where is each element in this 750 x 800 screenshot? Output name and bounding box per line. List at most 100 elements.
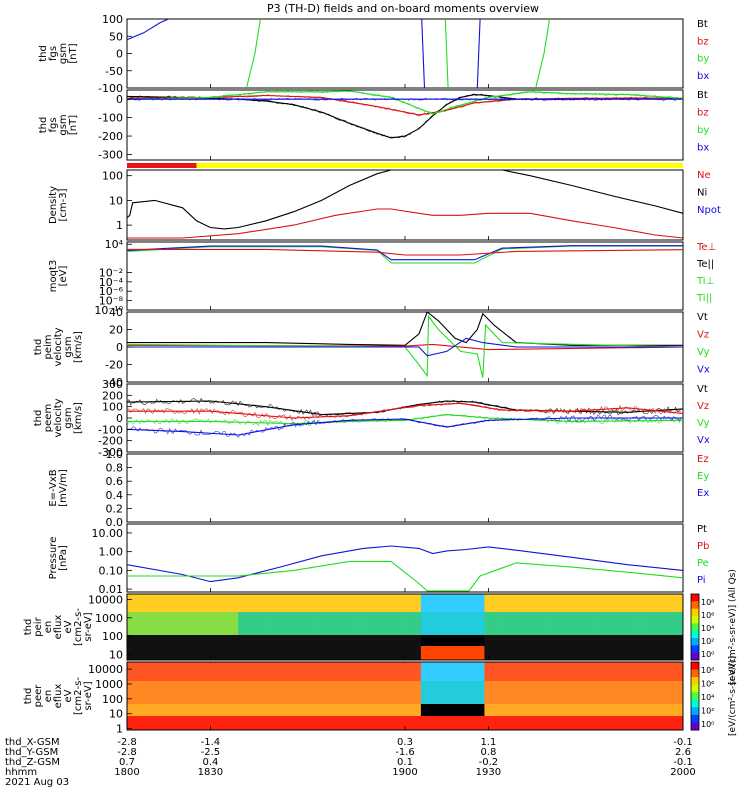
spectro-cell: [508, 704, 517, 716]
spectro-cell: [547, 662, 557, 681]
spectro-cell: [603, 704, 613, 716]
spectro-cell: [158, 612, 168, 635]
spectro-cell: [333, 716, 342, 730]
spectro-cell: [206, 681, 215, 704]
colorbar-tick-label: 10⁶: [701, 680, 714, 689]
colorbar-tick-label: 10²: [701, 707, 714, 716]
series-Te||: [126, 245, 683, 261]
spectro-cell: [428, 635, 438, 646]
panel-fgs: 100 50 0 -50 -100 thd fgs gsm [nT] Bt bz by bx: [38, 13, 709, 95]
spectro-cell: [381, 612, 390, 635]
spectro-cell: [166, 635, 176, 646]
spectro-cell: [619, 716, 628, 730]
spectro-cell: [635, 646, 644, 660]
spectro-cell: [166, 662, 176, 681]
colorbar-tick-label: 10⁴: [701, 624, 714, 633]
series-Pi: [126, 545, 684, 583]
y-axis-label: [nT]: [68, 43, 79, 63]
spectro-cell: [158, 662, 168, 681]
spectro-cell: [301, 662, 311, 681]
spectro-cell: [349, 646, 358, 660]
spectro-cell: [198, 704, 207, 716]
spectro-cell: [436, 662, 446, 681]
spectro-cell: [500, 716, 509, 730]
y-axis-label: thd: [38, 45, 49, 62]
spectro-cell: [262, 646, 271, 660]
spectro-cell: [269, 716, 279, 730]
spectro-cell: [174, 635, 184, 646]
spectro-cell: [571, 716, 581, 730]
y-axis-label: peem: [43, 404, 54, 432]
spectro-cell: [285, 681, 295, 704]
x-row-label: thd_Z-GSM: [5, 757, 60, 768]
y-axis-label: sr-eV]: [83, 612, 94, 641]
x-axis-labels: thd_X-GSM -2.8 -1.4 0.3 1.1 -0.1 thd_Y-GSM -2.8…: [5, 737, 696, 788]
spectro-cell: [262, 662, 271, 681]
spectro-cell: [651, 716, 660, 730]
spectro-cell: [246, 681, 255, 704]
spectro-cell: [587, 681, 597, 704]
spectro-cell: [405, 704, 414, 716]
y-tick-label: 10⁻⁶: [99, 285, 124, 298]
spectro-cell: [134, 704, 144, 716]
spectro-cell: [651, 681, 660, 704]
y-axis-label: gsm: [58, 43, 69, 64]
spectro-cell: [230, 646, 239, 660]
spectro-cell: [262, 681, 271, 704]
spectro-cell: [675, 635, 684, 646]
date-label: 2021 Aug 03: [5, 777, 69, 788]
y-tick-label: 0.4: [106, 489, 124, 502]
spectro-cell: [436, 594, 446, 612]
spectro-cell: [595, 662, 605, 681]
spectro-cell: [460, 704, 470, 716]
spectro-cell: [285, 716, 295, 730]
spectro-cell: [412, 716, 422, 730]
spectro-cell: [254, 635, 263, 646]
x-row-value: -2.8: [117, 747, 137, 758]
spectro-cell: [571, 635, 581, 646]
spectro-cell: [174, 594, 184, 612]
spectro-cell: [675, 594, 684, 612]
spectro-cell: [579, 612, 589, 635]
spectro-cell: [349, 662, 358, 681]
spectro-cell: [675, 716, 684, 730]
spectro-cell: [452, 716, 462, 730]
legend-entry: by: [697, 54, 709, 65]
spectro-cell: [659, 716, 668, 730]
spectro-cell: [420, 635, 430, 646]
spectro-cell: [269, 612, 279, 635]
spectro-cell: [190, 662, 199, 681]
colorbar-frame: [690, 593, 700, 661]
spectro-cell: [373, 716, 382, 730]
spectro-cell: [325, 635, 335, 646]
spectro-cell: [277, 594, 287, 612]
spectro-cell: [269, 704, 279, 716]
spectro-cell: [659, 594, 668, 612]
spectro-cell: [611, 594, 620, 612]
spectro-cell: [603, 662, 613, 681]
spectro-cell: [508, 681, 517, 704]
spectro-cell: [174, 646, 184, 660]
spectro-cell: [365, 662, 374, 681]
legend-entry: Te||: [696, 259, 714, 270]
spectro-cell: [587, 612, 597, 635]
spectro-cell: [317, 681, 327, 704]
spectro-cell: [675, 612, 684, 635]
spectro-cell: [127, 662, 136, 681]
legend-entry: Bt: [697, 19, 708, 30]
spectro-cell: [619, 635, 628, 646]
spectro-cell: [603, 594, 613, 612]
panel-frame: [126, 89, 684, 161]
spectro-cell: [444, 662, 454, 681]
spectro-cell: [587, 635, 597, 646]
spectro-cell: [381, 704, 390, 716]
spectro-cell: [555, 662, 565, 681]
y-tick-label: 0: [116, 48, 123, 61]
spectro-cell: [659, 612, 668, 635]
colorbar-tick-label: 10⁴: [701, 693, 714, 702]
spectro-cell: [627, 716, 636, 730]
spectro-cell: [238, 612, 247, 635]
spectro-cell: [158, 646, 168, 660]
spectro-cell: [198, 681, 207, 704]
